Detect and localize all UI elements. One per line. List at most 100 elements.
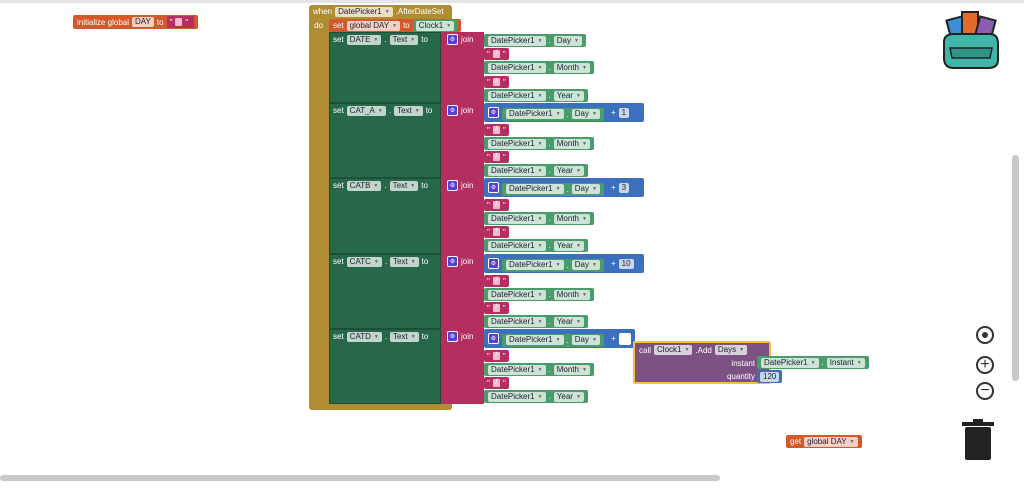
text-field[interactable]: / (492, 352, 500, 360)
property-dropdown[interactable]: Month ▼ (553, 138, 590, 149)
component-dropdown[interactable]: DATE ▼ (346, 34, 382, 45)
property-dropdown[interactable]: Text ▼ (390, 256, 419, 267)
getter-block[interactable]: DatePicker1 ▼. Month ▼ (484, 212, 594, 225)
component-dropdown[interactable]: DatePicker1 ▼ (488, 316, 546, 327)
getter-block[interactable]: DatePicker1 ▼. Month ▼ (484, 363, 594, 376)
component-dropdown[interactable]: DatePicker1 ▼ (488, 364, 546, 375)
number-field[interactable]: 1 (618, 107, 630, 118)
getter-block[interactable]: DatePicker1 ▼. Day ▼ (502, 182, 604, 196)
zoom-out-icon[interactable]: − (976, 382, 994, 400)
getter-block[interactable]: DatePicker1 ▼. Day ▼ (502, 333, 604, 347)
getter-block[interactable]: DatePicker1 ▼. Day ▼ (502, 107, 604, 121)
property-dropdown[interactable]: Year ▼ (553, 90, 584, 101)
getter-block[interactable]: DatePicker1 ▼. Day ▼ (484, 34, 586, 47)
component-dropdown[interactable]: DatePicker1 ▼ (506, 184, 564, 194)
add-block[interactable]: ⚙ DatePicker1 ▼. Day ▼ +10 (484, 254, 644, 273)
number-field[interactable]: 3 (618, 182, 630, 193)
text-field[interactable]: / (492, 277, 500, 285)
component-dropdown[interactable]: DatePicker1 ▼ (488, 35, 546, 46)
component-dropdown[interactable]: DatePicker1 ▼ (488, 240, 546, 251)
clock-component-block[interactable]: Clock1 ▼ (412, 19, 458, 32)
text-block[interactable]: " / " (484, 302, 509, 314)
horizontal-scrollbar[interactable] (0, 475, 720, 481)
property-dropdown[interactable]: Day ▼ (553, 35, 582, 46)
text-block[interactable]: " / " (484, 350, 509, 362)
gear-icon[interactable]: ⚙ (447, 105, 458, 116)
gear-icon[interactable]: ⚙ (488, 107, 499, 118)
property-dropdown[interactable]: Text ▼ (394, 105, 423, 116)
getter-block[interactable]: DatePicker1 ▼. Year ▼ (484, 315, 588, 328)
add-block[interactable]: ⚙ DatePicker1 ▼. Day ▼ + (484, 329, 635, 348)
property-dropdown[interactable]: Day ▼ (571, 260, 600, 270)
property-dropdown[interactable]: Month ▼ (553, 289, 590, 300)
set-block-catc[interactable] (329, 254, 441, 329)
text-field[interactable]: / (492, 126, 500, 134)
target-icon[interactable] (976, 326, 994, 344)
component-dropdown[interactable]: DatePicker1 ▼ (506, 260, 564, 270)
component-dropdown[interactable]: DatePicker1 ▼ (506, 335, 564, 345)
gear-icon[interactable]: ⚙ (447, 180, 458, 191)
text-field[interactable]: / (492, 201, 500, 209)
getter-block[interactable]: DatePicker1 ▼. Year ▼ (484, 164, 588, 177)
property-dropdown[interactable]: Text ▼ (389, 34, 419, 45)
property-dropdown[interactable]: Year ▼ (553, 316, 584, 327)
quantity-number-block[interactable]: 120 (757, 370, 783, 383)
property-dropdown[interactable]: Month ▼ (553, 213, 590, 224)
component-dropdown[interactable]: CATC ▼ (346, 256, 382, 267)
component-dropdown[interactable]: DatePicker1 ▼ (488, 213, 546, 224)
getter-block[interactable]: DatePicker1 ▼. Month ▼ (484, 137, 594, 150)
property-dropdown[interactable]: Month ▼ (553, 364, 590, 375)
variable-name-field[interactable]: DAY (132, 17, 154, 27)
getter-block[interactable]: DatePicker1 ▼. Year ▼ (484, 239, 588, 252)
property-dropdown[interactable]: Text ▼ (389, 180, 419, 191)
property-dropdown[interactable]: Year ▼ (553, 240, 584, 251)
text-block[interactable]: " / " (484, 48, 509, 60)
gear-icon[interactable]: ⚙ (488, 182, 499, 193)
component-dropdown[interactable]: DatePicker1 ▼ (488, 391, 546, 402)
property-dropdown[interactable]: Year ▼ (553, 165, 584, 176)
instant-getter-block[interactable]: DatePicker1 ▼. Instant ▼ (757, 356, 869, 369)
set-block-catb[interactable] (329, 178, 441, 254)
get-var-dropdown[interactable]: global DAY ▼ (804, 436, 858, 447)
gear-icon[interactable]: ⚙ (488, 333, 499, 344)
component-dropdown[interactable]: DatePicker1 ▼ (488, 138, 546, 149)
component-dropdown[interactable]: CATB ▼ (346, 180, 382, 191)
text-field[interactable]: / (492, 379, 500, 387)
backpack-icon[interactable] (940, 8, 1002, 72)
text-block[interactable]: " / " (484, 226, 509, 238)
zoom-in-icon[interactable]: + (976, 356, 994, 374)
set-global-block[interactable]: set global DAY ▼ to Clock1 ▼ (329, 19, 462, 32)
clock-dropdown[interactable]: Clock1 ▼ (654, 345, 693, 355)
component-dropdown[interactable]: DatePicker1 ▼ (488, 289, 546, 300)
text-block[interactable]: " / " (484, 76, 509, 88)
event-component-dropdown[interactable]: DatePicker1 ▼ (335, 6, 393, 17)
gear-icon[interactable]: ⚙ (447, 34, 458, 45)
property-dropdown[interactable]: Day ▼ (571, 109, 600, 119)
property-dropdown[interactable]: Day ▼ (571, 184, 600, 194)
set-block-cat_a[interactable] (329, 103, 441, 178)
call-add-days-block[interactable]: call Clock1 ▼ .Add Days ▼ instant quantity (633, 341, 771, 384)
property-dropdown[interactable]: Month ▼ (553, 62, 590, 73)
getter-block[interactable]: DatePicker1 ▼. Month ▼ (484, 288, 594, 301)
getter-block[interactable]: DatePicker1 ▼. Year ▼ (484, 390, 588, 403)
property-dropdown[interactable]: Day ▼ (571, 335, 600, 345)
gear-icon[interactable]: ⚙ (447, 331, 458, 342)
getter-block[interactable]: DatePicker1 ▼. Year ▼ (484, 89, 588, 102)
text-block[interactable]: " / " (484, 199, 509, 211)
component-dropdown[interactable]: DatePicker1 ▼ (506, 109, 564, 119)
text-field[interactable]: / (492, 153, 500, 161)
component-dropdown[interactable]: DatePicker1 ▼ (488, 165, 546, 176)
get-global-block[interactable]: get global DAY ▼ (786, 435, 862, 448)
global-var-dropdown[interactable]: global DAY ▼ (346, 20, 401, 31)
text-field[interactable]: / (492, 304, 500, 312)
component-dropdown[interactable]: CAT_A ▼ (346, 105, 386, 116)
component-dropdown[interactable]: DatePicker1 ▼ (488, 62, 546, 73)
number-field[interactable] (618, 332, 631, 345)
trash-icon[interactable] (962, 419, 996, 461)
text-field[interactable]: / (492, 78, 500, 86)
property-dropdown[interactable]: Year ▼ (553, 391, 584, 402)
initialize-global-block[interactable]: initialize global DAY to " " (73, 15, 199, 29)
set-block-catd[interactable] (329, 329, 441, 404)
unit-dropdown[interactable]: Days ▼ (714, 345, 748, 355)
number-field[interactable]: 10 (618, 258, 634, 269)
